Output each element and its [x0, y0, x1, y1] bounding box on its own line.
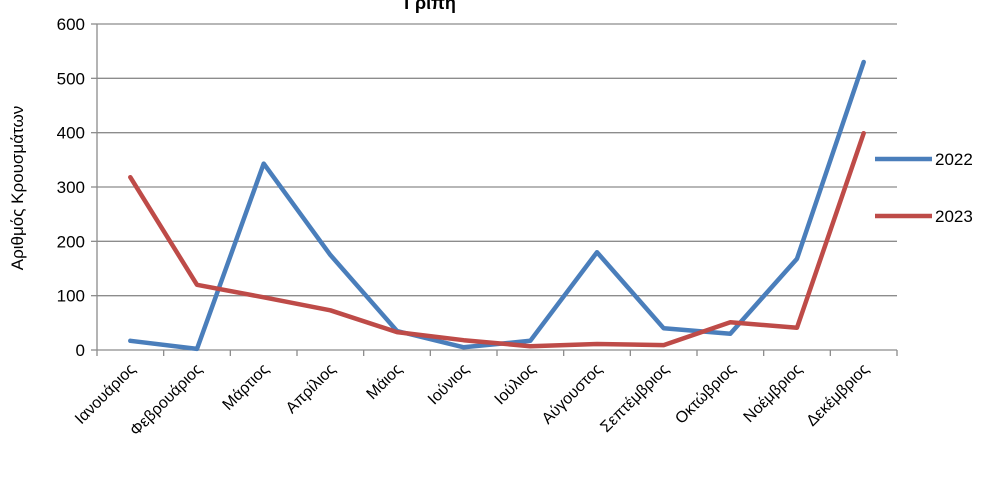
x-tick-label: Οκτώβριος [672, 361, 739, 428]
y-tick-label: 100 [57, 287, 85, 306]
x-tick-label: Φεβρουάριος [127, 361, 206, 440]
legend-label: 2022 [935, 150, 973, 169]
x-tick-label: Αύγουστος [539, 361, 606, 428]
y-tick-label: 500 [57, 69, 85, 88]
series-line-2022 [128, 59, 866, 352]
y-tick-label: 0 [76, 341, 85, 360]
legend-label: 2023 [935, 207, 973, 226]
x-tick-label: Δεκέμβριος [803, 361, 872, 430]
x-tick-label: Ιούλιος [492, 361, 540, 409]
legend: 2022 2023 [875, 150, 973, 226]
chart-title: Γρίπη [404, 0, 456, 13]
x-tick-label: Νοέμβριος [741, 361, 806, 426]
series-lines [128, 59, 866, 352]
y-tick-labels: 0 100 200 300 400 500 600 [57, 15, 85, 360]
y-tick-label: 300 [57, 178, 85, 197]
x-tick-label: Σεπτέμβριος [597, 361, 672, 436]
gridlines [97, 23, 897, 297]
series-line-2023 [128, 130, 866, 349]
axes [91, 23, 898, 356]
x-tick-label: Ιούνιος [425, 361, 473, 409]
y-tick-label: 200 [57, 232, 85, 251]
y-tick-label: 600 [57, 15, 85, 34]
x-tick-label: Μάρτιος [220, 361, 273, 414]
x-tick-label: Ιανουάριος [72, 361, 139, 428]
y-tick-label: 400 [57, 124, 85, 143]
y-axis-title: Αριθμός Κρουσμάτων [8, 106, 27, 271]
x-tick-label: Απρίλιος [283, 361, 339, 417]
x-tick-label: Μάιος [364, 361, 406, 403]
